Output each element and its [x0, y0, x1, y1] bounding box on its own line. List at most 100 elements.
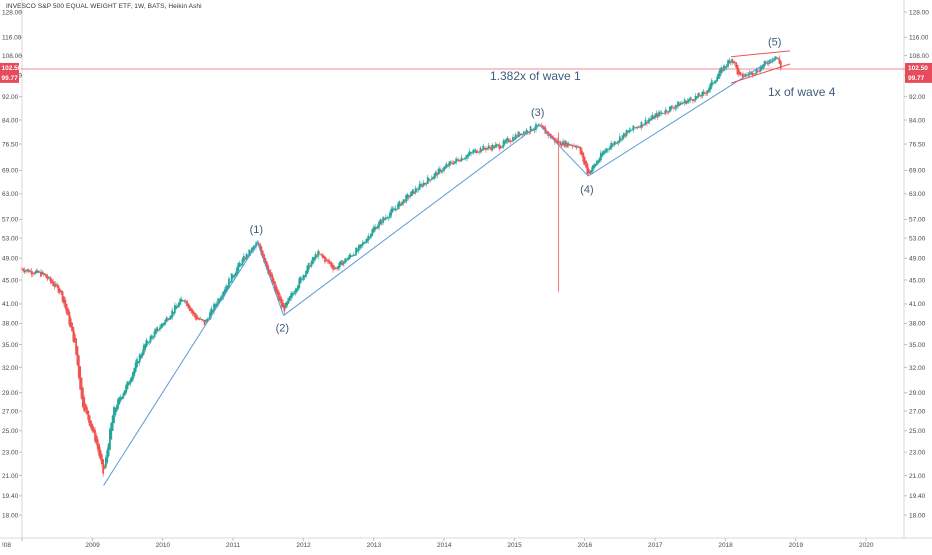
candle-body — [195, 315, 198, 320]
candle-body — [775, 57, 778, 59]
candle-body — [145, 339, 148, 347]
candle-body — [137, 361, 140, 364]
candle-body — [545, 130, 548, 133]
candle-body — [605, 148, 608, 152]
candle-body — [655, 113, 658, 117]
candle-body — [326, 259, 329, 261]
candle-body — [708, 87, 711, 92]
candle-body — [529, 126, 532, 133]
y-tick-label-right: 21.00 — [909, 473, 926, 480]
candle-body — [172, 312, 175, 314]
candle-body — [367, 235, 370, 241]
candle-body — [150, 335, 153, 340]
candle-body — [554, 137, 556, 143]
candle-body — [485, 148, 487, 150]
candle-body — [334, 267, 337, 269]
candle-body — [114, 407, 117, 415]
candle-body — [716, 76, 719, 82]
candle-body — [126, 381, 129, 389]
candle-body — [608, 148, 610, 150]
candle-body — [559, 141, 562, 146]
candle-body — [501, 146, 504, 148]
candle-body — [278, 292, 280, 301]
candle-body — [279, 296, 282, 302]
candle-body — [475, 150, 478, 154]
candle-body — [733, 61, 736, 63]
candle-body — [774, 56, 777, 61]
candle-body — [428, 178, 431, 181]
wedge-line — [730, 63, 791, 84]
candle-body — [410, 191, 413, 197]
candle-body — [517, 131, 520, 137]
candle-body — [382, 217, 385, 223]
wave-line — [103, 242, 259, 486]
candle-body — [674, 106, 677, 109]
candle-body — [769, 59, 771, 64]
candle-body — [384, 217, 387, 220]
y-tick-label-right: 25.00 — [909, 428, 926, 435]
candle-body — [141, 352, 144, 357]
candle-body — [593, 164, 596, 169]
candle-body — [613, 141, 616, 145]
candle-body — [445, 164, 448, 168]
candle-body — [35, 269, 38, 273]
candle-body — [25, 270, 27, 272]
candle-body — [386, 217, 389, 219]
price-badge-label-left: 99.77 — [2, 75, 19, 82]
y-tick-label-left: 92.00 — [2, 94, 19, 101]
candle-body — [570, 144, 573, 146]
candle-body — [429, 179, 432, 181]
candle-body — [578, 146, 581, 148]
candle-body — [71, 322, 73, 332]
candle-body — [575, 146, 578, 148]
candle-body — [244, 258, 247, 260]
candle-body — [242, 255, 245, 262]
candle-body — [75, 338, 78, 355]
candle-body — [409, 195, 412, 197]
candle-body — [499, 146, 502, 149]
candle-body — [430, 178, 433, 180]
candle-body — [23, 269, 26, 273]
candle-body — [571, 145, 574, 147]
candle-body — [771, 60, 774, 62]
candle-body — [252, 246, 255, 251]
candle-body — [222, 291, 225, 298]
candle-body — [345, 260, 348, 261]
candle-body — [232, 276, 234, 278]
candle-body — [121, 396, 123, 399]
candle-body — [743, 75, 746, 77]
candle-body — [683, 99, 686, 103]
candle-body — [144, 343, 146, 350]
candle-body — [440, 170, 443, 173]
candle-body — [413, 191, 416, 194]
wave-line — [587, 56, 777, 177]
candle-body — [106, 450, 109, 463]
candle-body — [390, 208, 393, 216]
candle-body — [233, 274, 236, 277]
candle-body — [736, 64, 739, 75]
candle-body — [589, 171, 591, 174]
candle-body — [132, 372, 134, 380]
candle-body — [417, 189, 420, 191]
candle-body — [68, 311, 71, 326]
annotation-wave4: 1x of wave 4 — [768, 85, 836, 99]
wave-label: (2) — [276, 323, 289, 335]
candle-body — [709, 83, 712, 90]
candle-body — [229, 281, 232, 283]
candle-body — [505, 139, 508, 143]
candle-body — [579, 147, 582, 154]
candle-body — [167, 319, 169, 321]
candle-body — [601, 153, 604, 157]
candle-body — [698, 95, 701, 97]
candle-body — [639, 127, 642, 128]
candle-body — [136, 359, 138, 368]
candle-body — [42, 272, 45, 275]
candle-body — [261, 250, 264, 258]
candle-body — [756, 71, 759, 73]
candle-body — [585, 160, 587, 168]
candle-body — [586, 164, 589, 175]
candle-body — [287, 298, 290, 304]
candle-body — [552, 137, 555, 139]
y-tick-label-right: 128.00 — [909, 9, 929, 16]
